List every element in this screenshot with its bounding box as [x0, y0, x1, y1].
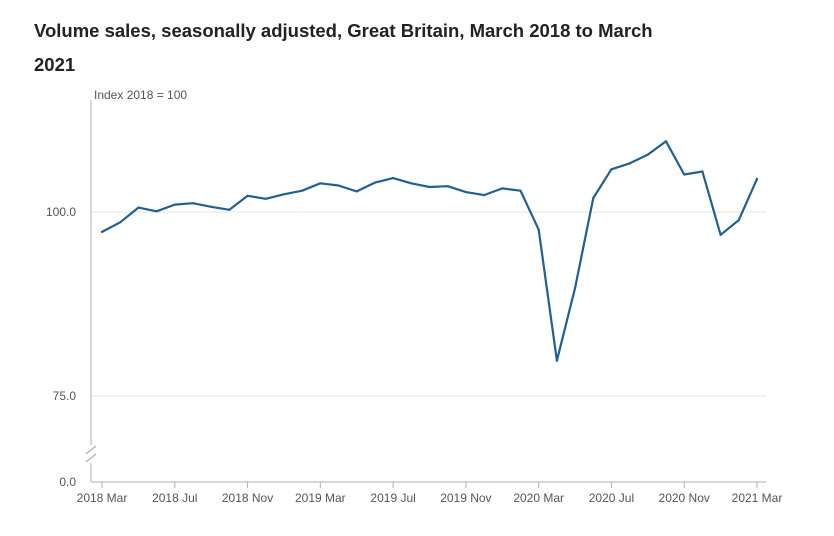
x-tick-label: 2018 Mar — [77, 491, 128, 505]
data-point — [737, 219, 740, 222]
x-tick-label: 2019 Jul — [370, 491, 415, 505]
data-point — [664, 140, 668, 143]
y-axis-break-mark-2 — [85, 453, 97, 463]
data-point — [501, 187, 504, 190]
data-point — [428, 185, 431, 189]
data-point — [119, 221, 122, 224]
data-point — [337, 184, 340, 187]
data-point — [628, 162, 631, 165]
data-point — [719, 233, 722, 236]
data-point — [519, 189, 522, 192]
data-point — [683, 173, 686, 176]
x-tick-label: 2019 Nov — [440, 491, 491, 505]
series-lines — [100, 140, 759, 362]
data-point — [264, 197, 267, 200]
y-tick-labels: 0.0 75.0 100.0 — [46, 205, 76, 489]
data-point — [392, 177, 395, 180]
data-point — [191, 202, 195, 205]
data-point — [319, 182, 322, 185]
data-point — [282, 193, 285, 196]
x-tick-label: 2020 Jul — [589, 491, 634, 505]
series-line-0 — [100, 140, 759, 362]
data-point — [173, 203, 176, 206]
gridlines — [91, 211, 766, 397]
data-point — [155, 210, 158, 213]
data-point — [646, 153, 649, 156]
data-point — [301, 189, 304, 192]
x-tick-label: 2019 Mar — [295, 491, 346, 505]
data-point — [592, 196, 595, 200]
y-axis-label: Index 2018 = 100 — [94, 88, 187, 102]
x-tick-label: 2018 Nov — [222, 491, 273, 505]
data-point — [410, 182, 413, 185]
y-tick-label-75: 75.0 — [53, 389, 77, 403]
data-point — [355, 190, 358, 193]
data-point — [610, 168, 613, 171]
data-point — [137, 206, 140, 209]
x-tick-label: 2020 Nov — [659, 491, 710, 505]
data-point — [373, 181, 376, 184]
data-point — [574, 286, 577, 289]
y-tick-label-0: 0.0 — [59, 475, 76, 489]
data-point — [483, 194, 486, 197]
x-tick-label: 2021 Mar — [732, 491, 783, 505]
data-point — [555, 359, 559, 362]
data-point — [701, 170, 704, 173]
y-tick-label-100: 100.0 — [46, 205, 76, 219]
data-point — [210, 205, 213, 208]
y-axis-break-mark-1 — [85, 445, 97, 455]
data-point — [246, 194, 249, 197]
x-tick-label: 2018 Jul — [152, 491, 197, 505]
data-point — [464, 191, 467, 194]
x-tick-label: 2020 Mar — [513, 491, 564, 505]
x-tick-labels: 2018 Mar 2018 Jul 2018 Nov 2019 Mar 2019 Jul… — [77, 491, 783, 505]
chart-title: Volume sales, seasonally adjusted, Great… — [34, 20, 653, 75]
axes — [85, 100, 766, 488]
data-point — [100, 230, 104, 233]
data-point — [755, 177, 759, 180]
data-point — [446, 185, 449, 188]
data-point — [228, 208, 231, 211]
data-point — [537, 228, 540, 231]
